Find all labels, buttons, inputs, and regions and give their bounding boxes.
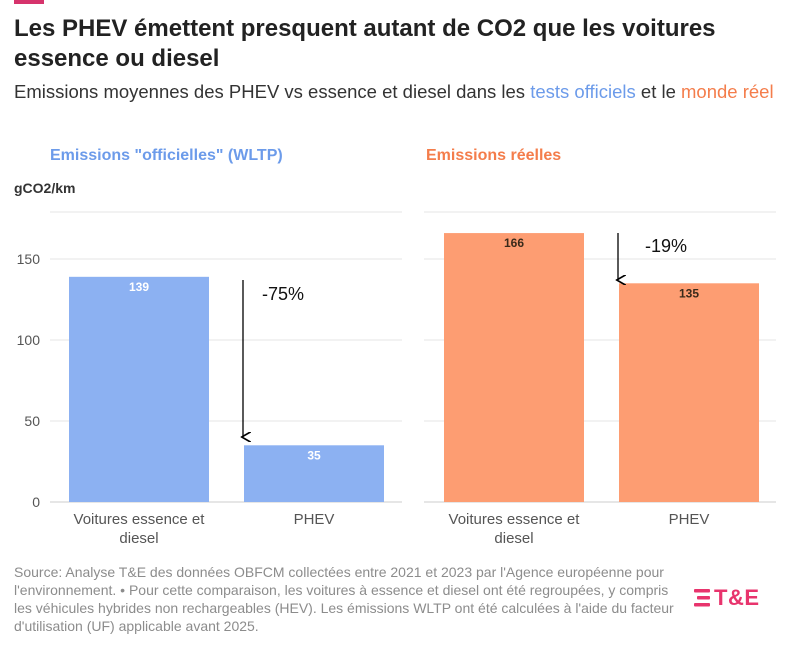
- bar-value-label: 135: [679, 286, 699, 300]
- panel-title: Emissions réelles: [426, 147, 561, 164]
- bar: [69, 276, 209, 502]
- accent-bar: [14, 0, 44, 4]
- y-tick-label: 0: [32, 494, 40, 510]
- bar-value-label: 139: [129, 280, 149, 294]
- subtitle-text-middle: et le: [635, 81, 682, 102]
- panel-title: Emissions "officielles" (WLTP): [50, 147, 283, 164]
- subtitle-text-start: Emissions moyennes des PHEV vs essence e…: [14, 81, 531, 102]
- bar-value-label: 166: [504, 236, 524, 250]
- bar: [244, 445, 384, 502]
- x-tick-label: Voitures essence et: [74, 511, 206, 528]
- chart-subtitle: Emissions moyennes des PHEV vs essence e…: [14, 80, 784, 104]
- bar-layer: [69, 233, 759, 502]
- y-tick-label: 50: [24, 413, 40, 429]
- change-annotation: -75%: [262, 284, 304, 304]
- x-tick-label: Voitures essence et: [449, 511, 581, 528]
- logo-text: T&E: [714, 585, 760, 610]
- chart-title: Les PHEV émettent presquent autant de CO…: [14, 15, 716, 72]
- bar: [444, 233, 584, 502]
- y-tick-label: 100: [17, 332, 41, 348]
- x-tick-label: PHEV: [669, 511, 710, 528]
- x-tick-label: diesel: [494, 530, 533, 547]
- change-annotation: -19%: [645, 236, 687, 256]
- bar: [619, 283, 759, 502]
- label-layer: 0 50 100 150 gCO2/km Emissions "officielles" …: [14, 147, 709, 547]
- y-axis-label: gCO2/km: [14, 180, 75, 196]
- stripes-icon: [694, 589, 710, 607]
- y-tick-label: 150: [17, 251, 41, 267]
- bar-value-label: 35: [307, 448, 321, 462]
- x-tick-label: diesel: [119, 530, 158, 547]
- brand-logo: T&E: [692, 584, 760, 612]
- subtitle-highlight-official: tests officiels: [530, 81, 636, 102]
- source-note: Source: Analyse T&E des données OBFCM co…: [14, 564, 674, 634]
- x-tick-label: PHEV: [294, 511, 335, 528]
- subtitle-highlight-real: monde réel: [681, 81, 774, 102]
